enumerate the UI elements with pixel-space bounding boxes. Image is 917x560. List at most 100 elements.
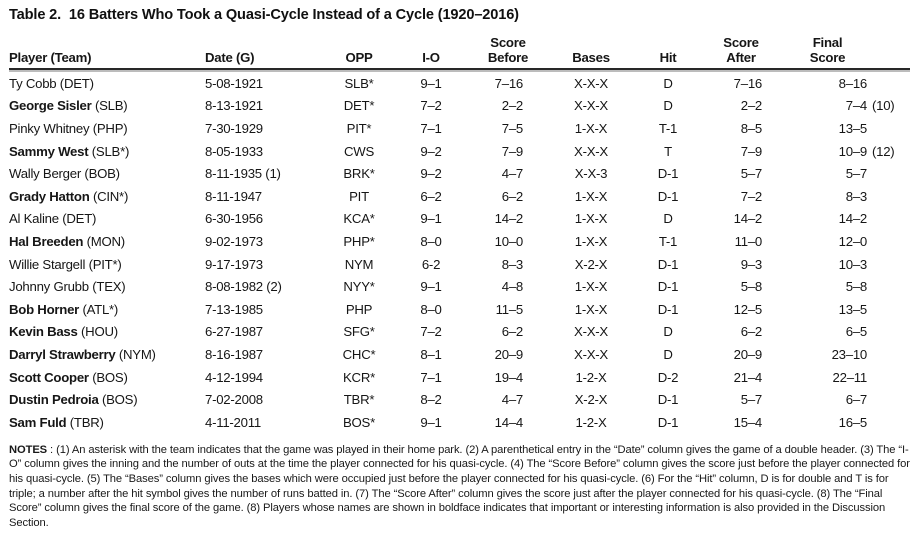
final-score: 16–5 (838, 414, 868, 430)
score-before-cell: 7–16 (467, 70, 549, 95)
document-page: Table 2. 16 Batters Who Took a Quasi-Cyc… (9, 7, 910, 529)
player-team: (BOB) (84, 166, 120, 182)
score-before-cell: 4–8 (501, 279, 524, 295)
player-team: (BOS) (92, 369, 128, 385)
date-cell: 7-02-2008 (205, 392, 263, 408)
final-score-cell: 14–2 (779, 208, 910, 231)
player-team: (HOU) (81, 324, 118, 340)
player-team-cell: Hal Breeden (MON) (9, 230, 205, 253)
player-team-cell: Bob Horner (ATL*) (9, 298, 205, 321)
bases-cell: 1-X-X (574, 120, 608, 136)
inning-outs-cell: 7–1 (420, 369, 442, 385)
final-score: 10–3 (838, 256, 868, 272)
opponent-cell: PHP* (343, 233, 375, 249)
hit-cell: D (663, 324, 673, 340)
player-team-cell: Scott Cooper (BOS) (9, 366, 205, 389)
bases-cell: X-X-X (574, 324, 608, 340)
score-before-cell: 19–4 (494, 369, 524, 385)
score-before-cell: 4–7 (501, 392, 524, 408)
header-hit: Hit (633, 35, 703, 70)
final-score: 14–2 (838, 211, 868, 227)
final-score: 10–9 (838, 143, 868, 159)
bases-cell: X-X-X (574, 98, 608, 114)
score-before-cell: 20–9 (494, 346, 524, 362)
score-after-cell: 2–2 (740, 98, 763, 114)
hit-cell: D-1 (657, 188, 679, 204)
bases-cell: 1-X-X (574, 301, 608, 317)
player-team-cell: Johnny Grubb (TEX) (9, 275, 205, 298)
table-row: Sam Fuld (TBR) 4-11-2011 BOS* 9–1 14–4 1… (9, 411, 910, 434)
score-after-cell: 5–8 (740, 279, 763, 295)
table-row: Darryl Strawberry (NYM) 8-16-1987 CHC* 8… (9, 343, 910, 366)
header-inning-outs: I-O (395, 35, 467, 70)
score-after-cell: 6–2 (740, 324, 763, 340)
final-score: 5–8 (845, 279, 868, 295)
inning-outs-cell: 6-2 (421, 256, 441, 272)
player-name: Ty Cobb (9, 75, 57, 91)
table-row: Grady Hatton (CIN*) 8-11-1947 PIT 6–2 6–… (9, 185, 910, 208)
player-team-cell: Grady Hatton (CIN*) (9, 185, 205, 208)
table-row: Bob Horner (ATL*) 7-13-1985 PHP 8–0 11–5… (9, 298, 910, 321)
table-row: Kevin Bass (HOU) 6-27-1987 SFG* 7–2 6–2 … (9, 321, 910, 344)
final-score: 13–5 (838, 301, 868, 317)
final-score-cell: 7–4 (10) (779, 95, 910, 118)
player-name: Hal Breeden (9, 233, 84, 249)
bases-cell: X-X-X (549, 70, 633, 95)
date-cell: 8-13-1921 (205, 98, 263, 114)
date-cell: 8-05-1933 (205, 143, 263, 159)
header-final-score: Final Score (779, 35, 910, 70)
hit-cell: T (664, 143, 672, 159)
final-score: 6–7 (845, 392, 868, 408)
player-name: Wally Berger (9, 166, 81, 182)
inning-outs-cell: 9–2 (420, 166, 442, 182)
header-row: Player (Team) Date (G) OPP I-O Score Befo… (9, 35, 910, 70)
date-cell: 7-30-1929 (205, 120, 263, 136)
inning-outs-cell: 7–2 (420, 324, 442, 340)
inning-outs-cell: 7–1 (420, 120, 442, 136)
player-team: (NYM) (118, 346, 156, 362)
player-team: (TEX) (92, 279, 126, 295)
score-before-cell: 7–5 (501, 120, 524, 136)
final-score-cell: 6–5 (779, 321, 910, 344)
score-after-cell: 7–16 (703, 70, 779, 95)
player-team: (DET) (59, 75, 94, 91)
table-row: Pinky Whitney (PHP) 7-30-1929 PIT* 7–1 7… (9, 117, 910, 140)
final-score: 23–10 (831, 346, 868, 362)
opponent-cell: NYM (344, 256, 374, 272)
table-row: Dustin Pedroia (BOS) 7-02-2008 TBR* 8–2 … (9, 388, 910, 411)
date-cell: 5-08-1921 (205, 70, 323, 95)
player-team: (SLB) (94, 98, 128, 114)
final-score: 13–5 (838, 120, 868, 136)
date-cell: 8-08-1982 (2) (205, 279, 282, 295)
score-after-cell: 8–5 (740, 120, 763, 136)
score-after-cell: 9–3 (740, 256, 763, 272)
score-before-cell: 14–4 (494, 414, 524, 430)
final-score-cell: 22–11 (779, 366, 910, 389)
inning-outs-cell: 8–0 (420, 301, 442, 317)
hit-cell: T-1 (658, 233, 678, 249)
bases-cell: X-X-X (574, 346, 608, 362)
score-before-cell: 11–5 (495, 301, 524, 317)
bases-cell: 1-X-X (574, 211, 608, 227)
player-team: (CIN*) (92, 188, 129, 204)
player-team-cell: Kevin Bass (HOU) (9, 321, 205, 344)
inning-outs-cell: 8–1 (420, 346, 442, 362)
header-opponent: OPP (323, 35, 395, 70)
opponent-cell: KCA* (343, 211, 375, 227)
date-cell: 9-02-1973 (205, 233, 263, 249)
score-after-cell: 14–2 (733, 211, 763, 227)
final-score-extra: (10) (872, 98, 895, 114)
final-score: 12–0 (838, 233, 868, 249)
opponent-cell: BRK* (343, 166, 375, 182)
table-row: Al Kaline (DET) 6-30-1956 KCA* 9–1 14–2 … (9, 208, 910, 231)
score-before-cell: 2–2 (501, 98, 524, 114)
date-cell: 8-11-1935 (1) (205, 166, 281, 182)
bases-cell: X-X-3 (574, 166, 608, 182)
inning-outs-cell: 7–2 (420, 98, 442, 114)
player-name: Johnny Grubb (9, 279, 89, 295)
player-team-cell: Sam Fuld (TBR) (9, 411, 205, 434)
table-row: Willie Stargell (PIT*) 9-17-1973 NYM 6-2… (9, 253, 910, 276)
player-team: (MON) (86, 233, 126, 249)
date-cell: 7-13-1985 (205, 301, 263, 317)
opponent-cell: DET* (343, 98, 375, 114)
